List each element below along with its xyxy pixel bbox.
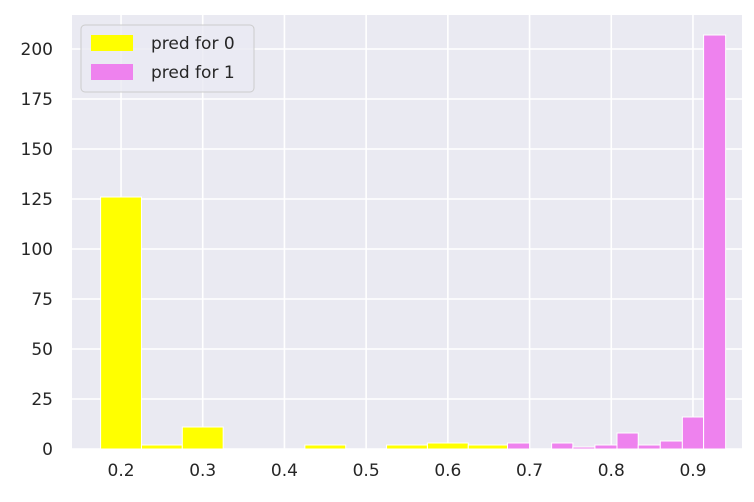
histogram-bar (467, 444, 510, 450)
histogram-bar (594, 444, 618, 450)
x-tick-label: 0.9 (679, 461, 706, 481)
histogram-bar (181, 426, 224, 450)
histogram-bar (637, 444, 661, 450)
x-tick-label: 0.5 (353, 461, 380, 481)
histogram-bar (572, 446, 596, 450)
histogram-bar (140, 444, 183, 450)
x-axis: 0.2 0.3 0.4 0.5 0.6 0.7 0.8 0.9 (108, 461, 707, 481)
bars (100, 34, 727, 450)
legend: pred for 0 pred for 1 (80, 24, 255, 93)
y-tick-label: 75 (31, 290, 53, 310)
y-tick-label: 50 (31, 340, 53, 360)
legend-label: pred for 1 (151, 63, 235, 83)
x-tick-label: 0.3 (189, 461, 216, 481)
histogram-bar (386, 444, 428, 450)
y-tick-label: 150 (21, 140, 53, 160)
legend-label: pred for 0 (151, 34, 235, 54)
histogram-bar (507, 442, 531, 450)
y-tick-label: 175 (21, 90, 53, 110)
y-tick-label: 0 (42, 440, 53, 460)
x-tick-label: 0.2 (108, 461, 135, 481)
histogram-bar (681, 416, 705, 450)
y-tick-label: 125 (21, 190, 53, 210)
x-tick-label: 0.6 (434, 461, 461, 481)
histogram-bar (551, 442, 574, 450)
y-tick-label: 100 (21, 240, 53, 260)
y-tick-label: 25 (31, 390, 53, 410)
legend-swatch (91, 35, 133, 51)
x-tick-label: 0.4 (271, 461, 298, 481)
x-tick-label: 0.8 (598, 461, 625, 481)
histogram-bar (304, 444, 347, 450)
y-axis: 0 25 50 75 100 125 150 175 200 (21, 40, 53, 460)
legend-swatch (91, 64, 133, 80)
y-tick-label: 200 (21, 40, 53, 60)
x-tick-label: 0.7 (516, 461, 543, 481)
histogram-bar (616, 432, 639, 450)
histogram-bar (100, 196, 142, 450)
histogram-bar (659, 440, 683, 450)
histogram-bar (703, 34, 727, 450)
histogram-bar (426, 442, 469, 450)
